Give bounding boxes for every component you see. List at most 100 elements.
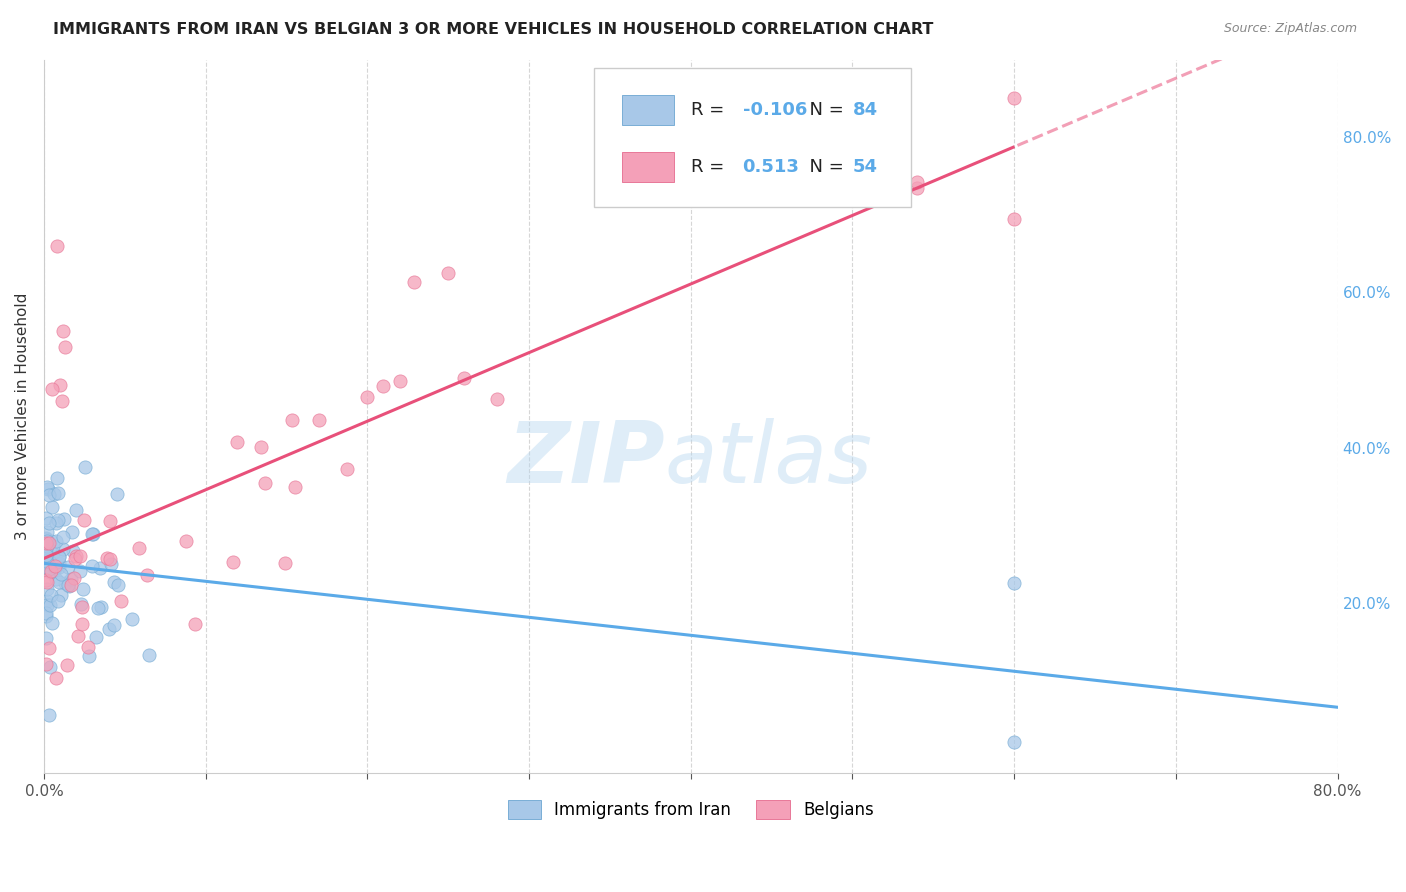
Point [98,622,121,636]
Point [35,594,58,608]
Point [105,487,128,501]
Point [253,475,276,490]
Point [45,239,67,253]
Point [41,500,63,515]
Text: IMMIGRANTS FROM IRAN VS BELGIAN 3 OR MORE VEHICLES IN HOUSEHOLD CORRELATION CHAR: IMMIGRANTS FROM IRAN VS BELGIAN 3 OR MOR… [53,22,934,37]
Point [45,471,67,485]
Text: N =: N = [799,101,849,119]
Text: atlas: atlas [665,417,873,500]
Point [62,525,84,540]
Point [35,546,58,560]
Point [308,413,330,427]
Point [39,588,62,602]
Text: R =: R = [690,158,730,176]
Point [41,615,63,630]
Point [38,516,60,530]
Point [34,607,56,621]
Point [37,480,59,494]
Point [138,648,160,663]
Point [35,574,58,589]
Point [75,460,97,475]
Point [56,658,79,673]
Point [38,536,60,550]
Point [38,558,60,572]
Point [274,556,297,570]
Point [121,612,143,626]
Point [80,527,103,541]
Point [52,324,75,338]
Point [35,524,58,539]
Point [225,434,247,449]
Point [44,560,66,574]
Point [42,539,65,553]
Point [59,572,82,586]
Point [110,594,132,608]
Point [53,340,76,354]
Point [38,488,60,502]
Text: 0.513: 0.513 [742,158,800,176]
Point [35,632,58,646]
Point [84,630,107,644]
Point [34,511,56,525]
Point [63,551,86,566]
Point [82,558,104,573]
Point [46,486,69,500]
Point [51,588,73,602]
Legend: Immigrants from Iran, Belgians: Immigrants from Iran, Belgians [501,793,880,826]
Point [107,578,129,592]
Point [284,480,307,494]
Point [174,533,197,548]
Point [38,708,60,723]
Point [51,541,73,556]
Point [52,512,75,526]
Point [34,541,56,556]
Point [38,560,60,574]
Point [38,562,60,576]
Point [70,600,93,615]
Point [136,567,159,582]
Point [48,549,70,563]
Point [38,640,60,655]
Point [41,382,63,396]
Point [100,552,122,566]
Point [34,657,56,671]
Point [1002,735,1025,749]
Point [388,374,411,388]
Text: R =: R = [690,101,730,119]
Point [98,514,121,528]
Point [89,561,111,575]
Point [453,371,475,385]
Point [34,608,56,623]
Point [336,461,359,475]
Point [65,503,87,517]
Point [1002,576,1025,591]
Text: -0.106: -0.106 [742,101,807,119]
Point [437,266,460,280]
Point [184,617,207,632]
Point [1002,91,1025,105]
Point [45,516,67,530]
Point [34,532,56,546]
Point [62,570,84,584]
Point [356,390,378,404]
Point [222,555,245,569]
Point [45,672,67,686]
Point [103,618,125,632]
Point [77,640,100,654]
Point [82,527,104,541]
Point [103,574,125,589]
Text: 84: 84 [852,101,877,119]
Point [250,440,273,454]
Point [1002,211,1025,226]
Point [72,582,94,596]
Point [62,543,84,558]
Point [100,558,122,572]
Point [44,558,66,573]
Point [48,575,70,590]
Point [42,487,65,501]
Point [51,394,73,409]
Point [37,534,59,549]
Point [39,533,62,548]
Point [905,174,928,188]
Point [51,567,73,582]
